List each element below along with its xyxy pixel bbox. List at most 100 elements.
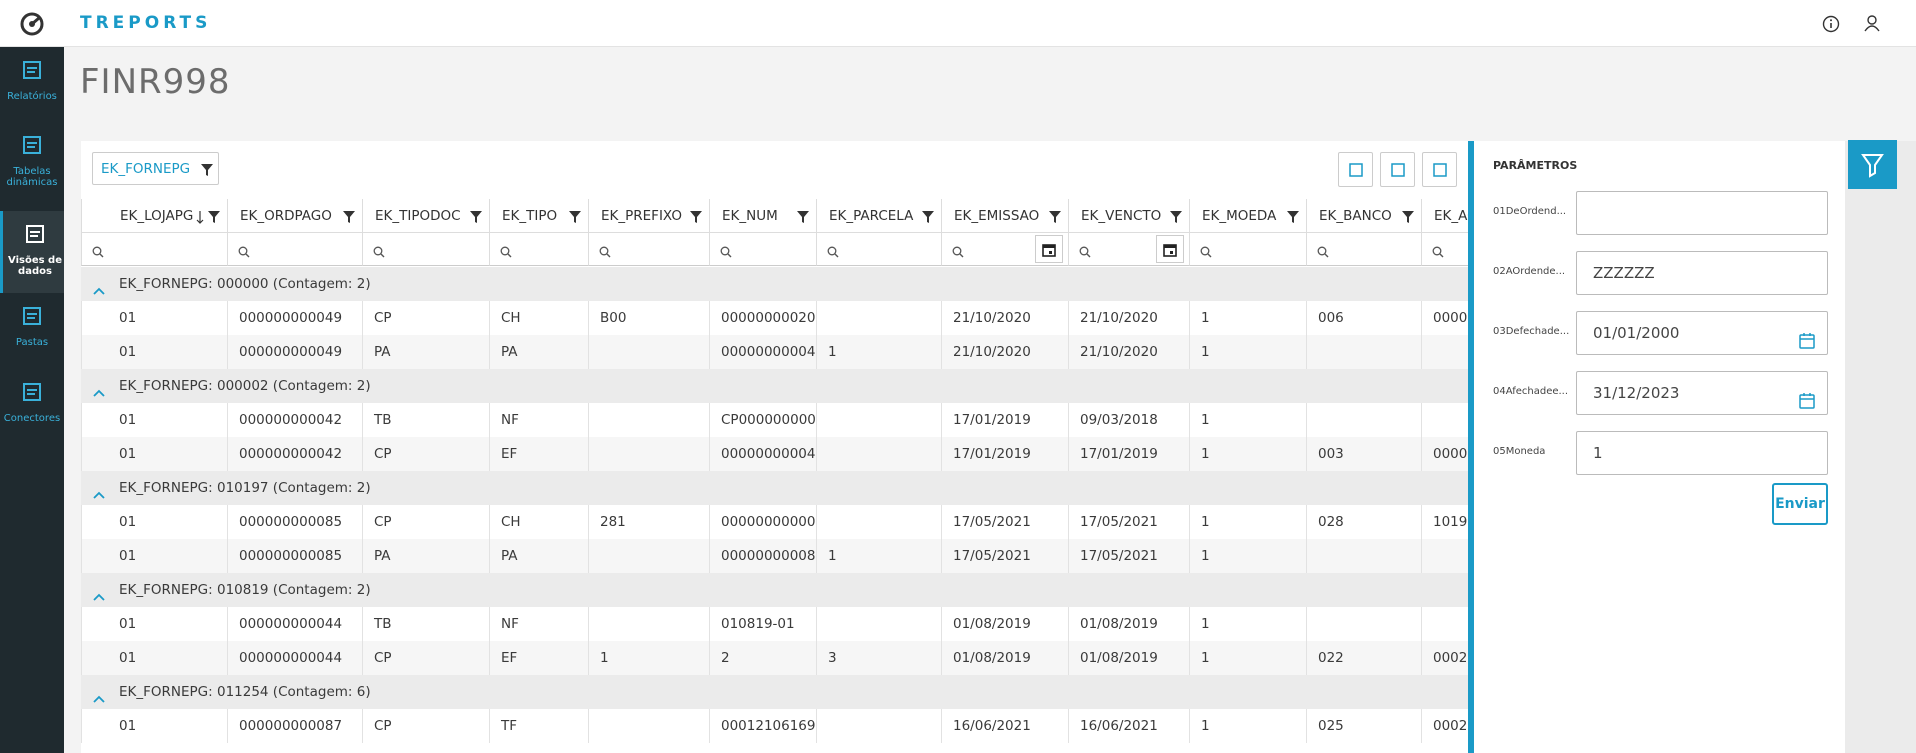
column-search[interactable] — [489, 232, 588, 266]
cell-border — [588, 505, 589, 539]
cell: 21/10/2020 — [1080, 344, 1158, 360]
calendar-icon — [1042, 242, 1056, 261]
toolbar-icon — [1432, 162, 1448, 182]
cell: 000000000085 — [721, 548, 816, 564]
user-icon[interactable] — [1863, 14, 1881, 32]
param-input[interactable] — [1576, 191, 1828, 235]
param-input[interactable]: 01/01/2000 — [1576, 311, 1828, 355]
group-row[interactable]: EK_FORNEPG: 010819 (Contagem: 2) — [81, 573, 1468, 607]
data-row[interactable]: 01 000000000085 PA PA 000000000085 1 17/05/202… — [81, 539, 1468, 573]
column-search[interactable] — [588, 232, 709, 266]
search-icon — [720, 243, 732, 262]
cell: 1 — [1201, 412, 1210, 428]
date-picker[interactable] — [1035, 235, 1063, 263]
group-label: EK_FORNEPG: 010819 (Contagem: 2) — [119, 582, 371, 598]
search-icon — [827, 243, 839, 262]
nav-item[interactable]: Conectores — [0, 369, 64, 449]
cell: CP0000000001 — [721, 412, 816, 428]
column-header[interactable]: EK_PREFIXO — [588, 199, 709, 233]
search-icon — [952, 243, 964, 262]
data-row[interactable]: 01 000000000044 CP EF 1 2 3 01/08/2019 01/08/201… — [81, 641, 1468, 675]
cell-border — [489, 403, 490, 437]
column-search[interactable] — [709, 232, 816, 266]
column-search[interactable] — [362, 232, 489, 266]
nav-icon-svg — [23, 307, 41, 325]
info-icon[interactable] — [1822, 15, 1840, 33]
column-search[interactable] — [227, 232, 362, 266]
column-search[interactable] — [1306, 232, 1421, 266]
column-header[interactable]: EK_LOJAPG — [81, 199, 227, 233]
column-header[interactable]: EK_NUM — [709, 199, 816, 233]
column-header[interactable]: EK_MOEDA — [1189, 199, 1306, 233]
column-filter-svg — [690, 211, 702, 223]
cell-border — [227, 709, 228, 743]
nav-item[interactable]: Pastas — [0, 293, 64, 369]
toolbar-button[interactable] — [1422, 152, 1457, 187]
column-header[interactable]: EK_PARCELA — [816, 199, 941, 233]
group-row[interactable]: EK_FORNEPG: 011254 (Contagem: 6) — [81, 675, 1468, 709]
toolbar-icon — [1348, 162, 1364, 182]
column-header[interactable]: EK_TIPO — [489, 199, 588, 233]
data-row[interactable]: 01 000000000085 CP CH 281 000000000001 17/05/2… — [81, 505, 1468, 539]
cell: 09/03/2018 — [1080, 412, 1158, 428]
submit-button[interactable]: Enviar — [1772, 483, 1828, 525]
param-input[interactable]: 1 — [1576, 431, 1828, 475]
column-header[interactable]: EK_VENCTO — [1068, 199, 1189, 233]
group-chip[interactable]: EK_FORNEPG — [92, 152, 219, 185]
column-header[interactable]: EK_BANCO — [1306, 199, 1421, 233]
column-search[interactable] — [81, 232, 227, 266]
nav-item[interactable]: Relatórios — [0, 47, 64, 122]
column-search[interactable] — [1189, 232, 1306, 266]
data-row[interactable]: 01 000000000087 CP TF 000121061691 16/06/2021… — [81, 709, 1468, 743]
page-title: FINR998 — [80, 62, 231, 102]
cell-border — [588, 437, 589, 471]
data-row[interactable]: 01 000000000049 PA PA 000000000049 1 21/10/202… — [81, 335, 1468, 369]
data-row[interactable]: 01 000000000044 TB NF 010819-01 01/08/2019 01/… — [81, 607, 1468, 641]
cell: 1 — [1201, 548, 1210, 564]
data-row[interactable]: 01 000000000049 CP CH B00 000000000200 21/10/2… — [81, 301, 1468, 335]
column-search[interactable] — [1421, 232, 1468, 266]
cell: 000000000042 — [239, 412, 343, 428]
cell-border — [816, 607, 817, 641]
cell-border — [1068, 539, 1069, 573]
cell: 1 — [1201, 650, 1210, 666]
cell-border — [1189, 335, 1190, 369]
column-filter — [1048, 209, 1062, 228]
cell: 17/01/2019 — [1080, 446, 1158, 462]
toolbar-button[interactable] — [1338, 152, 1373, 187]
date-picker[interactable] — [1156, 235, 1184, 263]
nav-item[interactable]: Tabelas dinâmicas — [0, 122, 64, 211]
column-search[interactable] — [816, 232, 941, 266]
cell: TB — [374, 616, 392, 632]
group-row[interactable]: EK_FORNEPG: 000000 (Contagem: 2) — [81, 267, 1468, 301]
toolbar-icon-svg — [1391, 163, 1405, 177]
cell-border — [227, 437, 228, 471]
search-icon — [1317, 243, 1329, 262]
cell: 022 — [1318, 650, 1344, 666]
column-search[interactable] — [941, 232, 1068, 266]
column-header[interactable]: EK_ORDPAGO — [227, 199, 362, 233]
group-row[interactable]: EK_FORNEPG: 000002 (Contagem: 2) — [81, 369, 1468, 403]
column-header[interactable]: EK_AC — [1421, 199, 1468, 233]
cell: 000000000044 — [239, 650, 343, 666]
param-label: 02AOrdende... — [1493, 266, 1566, 277]
nav-item[interactable]: Visões de dados — [0, 211, 64, 293]
cell-border — [1306, 607, 1307, 641]
column-header[interactable]: EK_EMISSAO — [941, 199, 1068, 233]
cell-border — [816, 505, 817, 539]
toolbar-button[interactable] — [1380, 152, 1415, 187]
column-search[interactable] — [1068, 232, 1189, 266]
cell-border — [1068, 301, 1069, 335]
param-input[interactable]: 31/12/2023 — [1576, 371, 1828, 415]
cell-border — [941, 505, 942, 539]
param-input[interactable]: ZZZZZZ — [1576, 251, 1828, 295]
filter-toggle[interactable] — [1848, 140, 1897, 189]
data-row[interactable]: 01 000000000042 TB NF CP0000000001 17/01/2019… — [81, 403, 1468, 437]
nav-icon — [21, 305, 43, 330]
cell-border — [1306, 335, 1307, 369]
cell-border — [588, 641, 589, 675]
nav-label: Tabelas dinâmicas — [6, 166, 58, 188]
group-row[interactable]: EK_FORNEPG: 010197 (Contagem: 2) — [81, 471, 1468, 505]
data-row[interactable]: 01 000000000042 CP EF 000000000042 17/01/2019… — [81, 437, 1468, 471]
column-header[interactable]: EK_TIPODOC — [362, 199, 489, 233]
